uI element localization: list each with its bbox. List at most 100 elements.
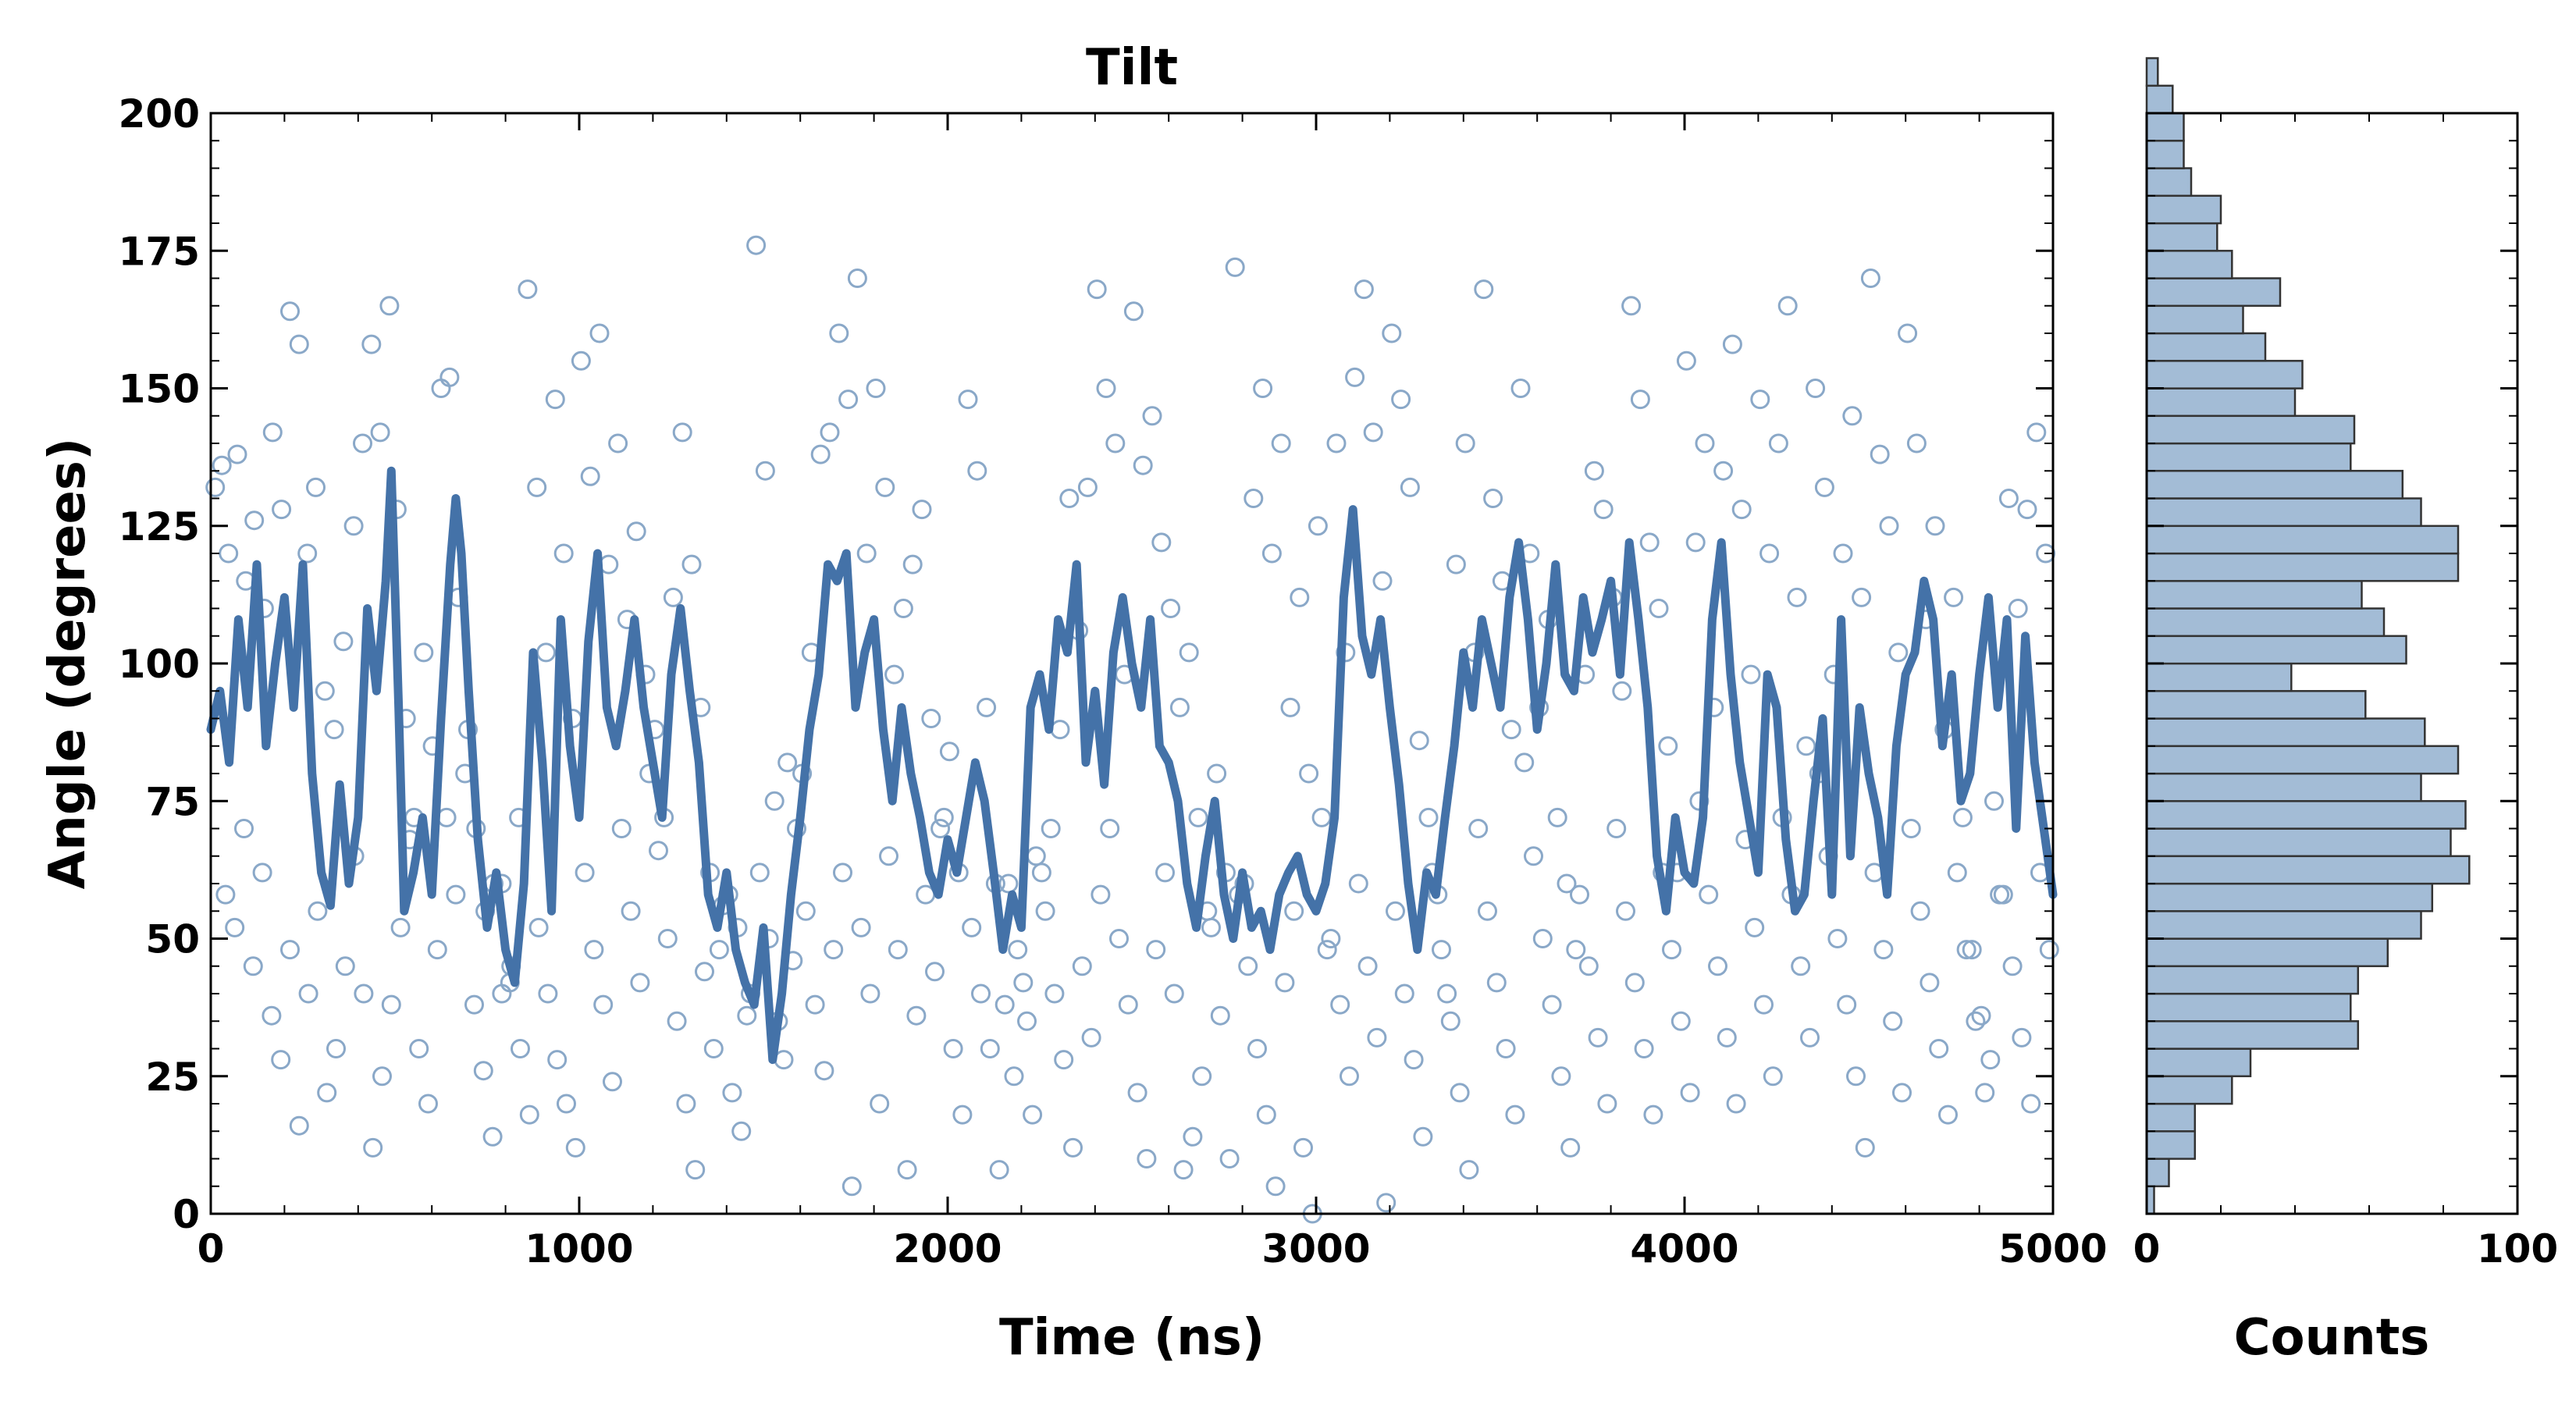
scatter-point [536,642,556,663]
scatter-point [464,994,484,1015]
scatter-point [1118,994,1138,1015]
scatter-point [851,917,871,937]
scatter-point [1722,334,1742,354]
histogram-bar [2145,57,2159,87]
scatter-point [1201,917,1221,937]
scatter-point [893,599,913,618]
scatter-point [1980,1050,2001,1070]
scatter-point [1041,819,1061,838]
scatter-point [884,664,905,685]
scatter-point [1376,1193,1397,1213]
histogram-bar [2145,882,2434,912]
scatter-point [315,681,335,701]
scatter-point [575,863,595,883]
scatter-point [902,554,923,574]
scatter-point [1570,884,1589,905]
scatter-point [1505,1104,1525,1125]
scatter-point [870,1094,890,1114]
scatter-point [436,807,457,827]
scatter-point [676,1094,696,1114]
scatter-point [1004,1066,1024,1087]
scatter-point [1354,279,1374,300]
scatter-point [1837,994,1857,1015]
scatter-point [722,1083,742,1103]
scatter-point [1244,489,1264,508]
hist-x-tick-label: 0 [2133,1226,2161,1272]
scatter-point [262,422,283,443]
scatter-point [1146,940,1166,960]
scatter-point [1418,807,1439,827]
histogram-panel: 0 100 Counts [2133,57,2558,1367]
scatter-point [777,752,798,773]
scatter-point [289,1115,309,1136]
scatter-point [1026,846,1046,866]
scatter-point [626,521,646,542]
scatter-point [1151,532,1172,553]
scatter-point [952,1104,973,1125]
scatter-point [1326,433,1347,454]
scatter-point [1311,807,1332,827]
histogram-bar [2145,910,2422,940]
scatter-point [547,1050,568,1070]
scatter-point [1717,1027,1737,1048]
scatter-point [630,973,650,993]
scatter-point [212,455,232,475]
histogram-bar [2145,414,2356,445]
histogram-bar [2145,1020,2360,1050]
scatter-point [1925,516,1945,536]
y-tick-label: 125 [119,504,200,550]
scatter-point [317,1083,337,1103]
scatter-point [1280,697,1300,717]
scatter-point [695,962,714,982]
scatter-point [1624,973,1645,993]
scatter-point [1741,664,1761,685]
scatter-point [538,984,558,1004]
scatter-point [764,791,785,811]
scatter-point [1317,940,1337,960]
scatter-point [847,269,867,288]
main-axis-ticks: 0 1000 2000 3000 4000 5000 0 25 50 75 100 125 150 175… [119,91,2108,1272]
scatter-point [1791,956,1811,976]
scatter-point [1699,884,1719,905]
series-line [206,466,2058,1065]
scatter-point [1759,543,1780,564]
scatter-point [1510,379,1531,398]
scatter-point [888,940,908,960]
scatter-point [431,379,451,398]
scatter-point [308,901,328,921]
scatter-point [603,1072,622,1092]
hist-x-tick-label: 100 [2477,1226,2558,1272]
scatter-point [1008,940,1028,960]
scatter-point [1639,532,1660,553]
scatter-point [553,543,574,564]
scatter-point [557,1094,576,1114]
scatter-point [838,389,859,410]
scatter-point [1514,752,1535,773]
histogram-bar [2145,717,2426,748]
histogram-bar [2145,827,2452,858]
scatter-point [1404,1050,1424,1070]
scatter-point [1962,940,1982,960]
scatter-point [906,1005,927,1026]
scatter-point [1219,1149,1240,1168]
scatter-point [1179,642,1199,663]
scatter-point [1883,1011,1903,1031]
histogram-bar [2145,469,2404,500]
scatter-point [1100,819,1120,838]
scatter-point [1557,873,1577,894]
scatter-point [2026,422,2047,443]
histogram-bar [2145,607,2386,638]
scatter-point [1275,973,1295,993]
scatter-point [1870,444,1890,464]
histogram-bar [2145,1130,2197,1160]
scatter-point [1340,1066,1359,1087]
scatter-point [571,350,591,371]
scatter-point [1087,279,1107,300]
scatter-point [511,1039,530,1058]
scatter-point [1901,819,1921,838]
scatter-point [234,819,254,838]
scatter-point [1827,929,1848,948]
scatter-point [608,433,628,454]
scatter-point [1662,940,1681,960]
scatter-point [1109,929,1129,948]
